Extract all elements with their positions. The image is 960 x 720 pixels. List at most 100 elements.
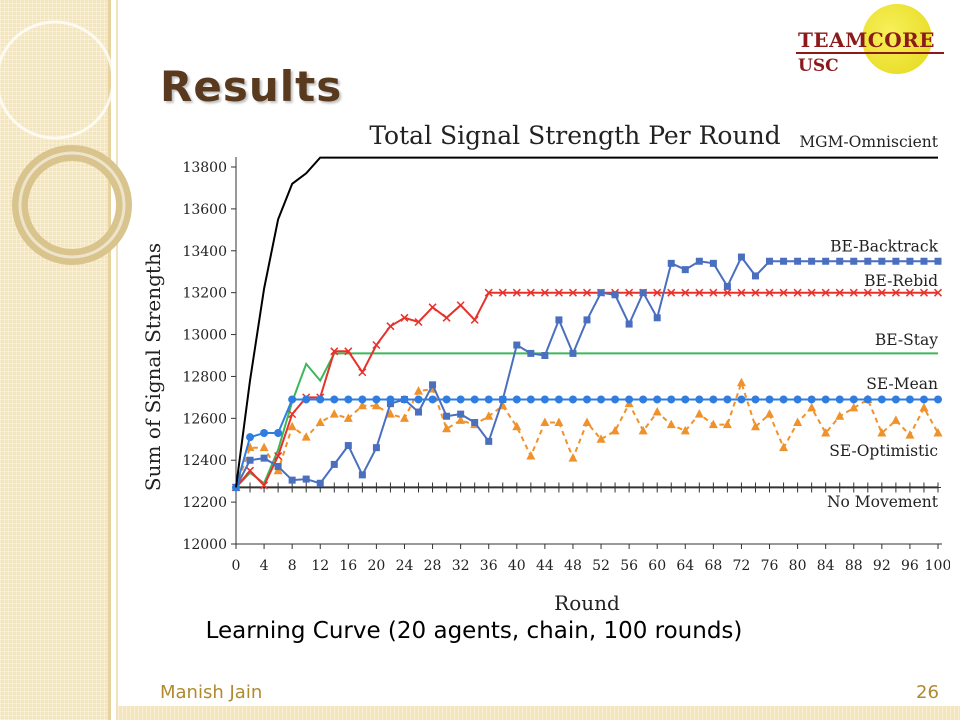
- point-be-backtrack: [892, 257, 900, 265]
- point-se-mean: [695, 395, 704, 404]
- point-be-backtrack: [920, 257, 928, 265]
- point-se-optimistic: [779, 442, 789, 452]
- point-se-optimistic: [329, 409, 339, 418]
- point-be-backtrack: [260, 454, 268, 462]
- point-no-movement: [401, 482, 408, 493]
- point-no-movement: [738, 482, 745, 493]
- point-be-backtrack: [485, 437, 493, 445]
- point-se-mean: [568, 395, 577, 404]
- logo-subtext: USC: [798, 56, 839, 76]
- point-be-backtrack: [681, 266, 689, 274]
- point-se-mean: [344, 395, 353, 404]
- footer-page-number: 26: [916, 682, 939, 703]
- point-be-backtrack: [583, 316, 591, 324]
- point-be-backtrack: [751, 272, 759, 280]
- point-se-optimistic: [526, 451, 536, 460]
- side-divider-secondary: [116, 0, 118, 720]
- series-labels: MGM-Omniscient BE-Backtrack BE-Rebid BE-Sta…: [799, 133, 938, 511]
- y-tick-label: 13600: [182, 202, 227, 218]
- point-be-rebid: [877, 288, 886, 297]
- point-be-rebid: [905, 288, 914, 297]
- point-se-mean: [526, 395, 535, 404]
- point-no-movement: [935, 482, 941, 493]
- point-be-rebid: [456, 301, 465, 310]
- x-tick-label: 88: [845, 558, 863, 574]
- point-be-rebid: [526, 288, 535, 297]
- point-se-optimistic: [540, 417, 550, 427]
- point-be-rebid: [330, 347, 339, 356]
- point-no-movement: [415, 482, 422, 493]
- point-se-mean: [358, 395, 367, 404]
- point-no-movement: [612, 482, 619, 493]
- logo-text: TEAMCORE: [798, 28, 935, 52]
- point-be-backtrack: [541, 352, 549, 359]
- y-tick-label: 13800: [182, 160, 227, 176]
- point-be-backtrack: [653, 314, 661, 322]
- x-tick-label: 72: [733, 558, 751, 574]
- point-be-rebid: [554, 288, 563, 297]
- point-be-rebid: [428, 303, 437, 312]
- point-be-backtrack: [597, 289, 605, 297]
- x-tick-label: 20: [367, 558, 385, 574]
- point-no-movement: [247, 482, 254, 493]
- point-se-mean: [737, 395, 746, 404]
- point-se-mean: [316, 395, 325, 404]
- point-no-movement: [457, 482, 464, 493]
- point-be-backtrack: [415, 408, 423, 416]
- x-tick-label: 8: [288, 558, 297, 574]
- point-se-mean: [793, 395, 802, 404]
- point-be-backtrack: [766, 257, 774, 265]
- point-be-backtrack: [471, 419, 479, 427]
- chart-caption: Learning Curve (20 agents, chain, 100 ro…: [205, 618, 743, 644]
- point-se-mean: [597, 395, 606, 404]
- point-be-backtrack: [906, 257, 914, 265]
- point-be-rebid: [709, 288, 718, 297]
- point-be-backtrack: [836, 257, 844, 265]
- point-be-backtrack: [555, 316, 563, 324]
- point-be-backtrack: [457, 410, 465, 418]
- point-be-rebid: [821, 288, 830, 297]
- point-be-rebid: [470, 315, 479, 324]
- x-tick-label: 16: [339, 558, 357, 574]
- x-tick-label: 80: [789, 558, 807, 574]
- point-se-mean: [639, 395, 648, 404]
- point-no-movement: [640, 482, 647, 493]
- y-axis-label: Sum of Signal Strengths: [141, 243, 165, 491]
- logo-sun-circle: [862, 4, 932, 74]
- point-se-mean: [456, 395, 465, 404]
- point-no-movement: [626, 482, 633, 493]
- point-no-movement: [752, 482, 759, 493]
- point-se-mean: [905, 395, 914, 404]
- point-se-mean: [498, 395, 507, 404]
- point-no-movement: [289, 482, 296, 493]
- point-be-rebid: [260, 481, 269, 490]
- series-be-backtrack: [232, 253, 942, 491]
- point-be-rebid: [695, 288, 704, 297]
- point-se-mean: [751, 395, 760, 404]
- point-be-rebid: [779, 288, 788, 297]
- point-be-rebid: [540, 288, 549, 297]
- point-se-mean: [554, 395, 563, 404]
- point-se-optimistic: [708, 419, 718, 429]
- footer-author: Manish Jain: [160, 682, 263, 703]
- point-se-optimistic: [722, 419, 732, 429]
- point-se-mean: [779, 395, 788, 404]
- point-no-movement: [864, 482, 871, 493]
- x-tick-label: 68: [704, 558, 722, 574]
- point-no-movement: [513, 482, 520, 493]
- x-tick-label: 84: [817, 558, 835, 574]
- point-no-movement: [766, 482, 773, 493]
- point-se-mean: [891, 395, 900, 404]
- point-se-mean: [807, 395, 816, 404]
- point-se-optimistic: [919, 402, 929, 412]
- series-label-se-mean: SE-Mean: [866, 375, 938, 393]
- point-se-optimistic: [694, 409, 704, 418]
- point-be-backtrack: [316, 479, 324, 487]
- point-se-mean: [260, 428, 269, 437]
- point-se-mean: [512, 395, 521, 404]
- point-be-rebid: [400, 313, 409, 322]
- y-tick-label: 13000: [182, 328, 227, 344]
- x-tick-label: 48: [564, 558, 582, 574]
- series-mgm-omniscient: [235, 156, 938, 488]
- point-no-movement: [555, 482, 562, 493]
